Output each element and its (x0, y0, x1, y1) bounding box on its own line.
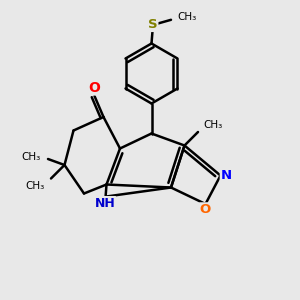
Text: NH: NH (94, 196, 116, 210)
Text: CH₃: CH₃ (21, 152, 40, 163)
Text: N: N (220, 169, 232, 182)
Text: O: O (88, 81, 101, 95)
Text: O: O (200, 203, 211, 216)
Text: S: S (148, 18, 158, 32)
Text: CH₃: CH₃ (26, 181, 45, 191)
Text: CH₃: CH₃ (203, 120, 223, 130)
Text: CH₃: CH₃ (177, 12, 196, 22)
